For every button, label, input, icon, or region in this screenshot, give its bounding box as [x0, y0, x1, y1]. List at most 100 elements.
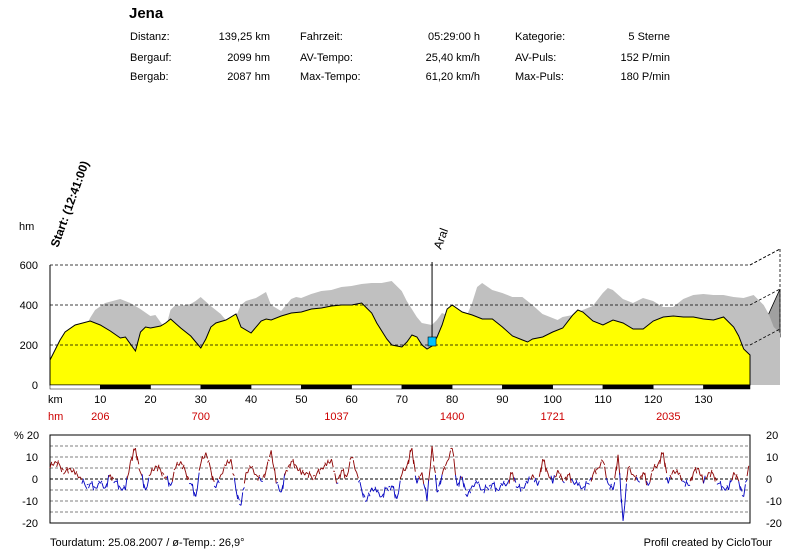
gradient-segment: [518, 483, 522, 492]
gradient-segment: [299, 467, 302, 475]
gradient-segment: [678, 472, 681, 475]
gradient-segment: [126, 472, 130, 479]
x-axis-segment: [150, 384, 202, 390]
x-tick-label: 40: [245, 394, 257, 406]
gradient-segment: [342, 468, 346, 479]
stat-value-distanz: 139,25 km: [218, 31, 270, 43]
gradient-segment: [166, 475, 170, 487]
gradient-segment: [416, 477, 420, 484]
x-axis-segment: [451, 384, 503, 390]
cumulative-climb-value: 1037: [324, 411, 348, 423]
gradient-segment: [476, 481, 480, 484]
gradient-y-tick-left: 10: [26, 452, 38, 464]
gradient-segment: [130, 456, 133, 462]
gradient-segment: [203, 452, 207, 459]
cumulative-climb-label: hm: [48, 411, 63, 423]
gradient-segment: [711, 471, 714, 475]
gradient-segment: [218, 474, 222, 480]
gradient-segment: [90, 482, 93, 484]
gradient-segment: [718, 482, 721, 484]
gradient-segment: [377, 491, 381, 498]
stat-label-av-tempo: AV-Tempo:: [300, 52, 353, 64]
gradient-segment: [170, 481, 173, 486]
gradient-segment: [642, 472, 646, 476]
gradient-segment: [698, 467, 701, 476]
gradient-segment: [414, 475, 418, 484]
gradient-segment: [366, 494, 369, 502]
gradient-segment: [734, 474, 738, 480]
x-tick-label: 80: [446, 394, 458, 406]
gradient-segment: [736, 476, 740, 482]
gradient-segment: [739, 486, 743, 492]
gradient-segment: [560, 475, 564, 482]
y-tick-label: 0: [32, 380, 38, 392]
x-tick-label: 90: [496, 394, 508, 406]
gradient-segment: [448, 450, 451, 460]
gradient-segment: [104, 483, 108, 488]
gradient-segment: [66, 466, 69, 474]
gradient-segment: [644, 472, 647, 486]
gradient-segment: [71, 470, 74, 473]
gradient-segment: [91, 480, 95, 491]
gradient-segment: [421, 472, 425, 484]
gradient-segment: [513, 477, 517, 483]
x-axis-segment: [250, 384, 302, 390]
gradient-segment: [485, 486, 488, 489]
gradient-segment: [600, 459, 604, 462]
gradient-segment: [171, 471, 175, 482]
gradient-segment: [522, 487, 525, 489]
gradient-segment: [84, 485, 88, 490]
gradient-segment: [703, 475, 706, 484]
gradient-segment: [433, 465, 436, 473]
gradient-segment: [135, 448, 138, 461]
grid-line-depth: [749, 248, 781, 266]
cumulative-climb-value: 1400: [440, 411, 464, 423]
gradient-segment: [468, 488, 472, 494]
gradient-segment: [540, 459, 544, 473]
gradient-segment: [517, 485, 520, 489]
gradient-segment: [352, 460, 356, 470]
gradient-segment: [716, 483, 719, 485]
gradient-segment: [625, 467, 629, 482]
gradient-segment: [388, 485, 391, 488]
gradient-segment: [632, 474, 636, 478]
gradient-segment: [245, 471, 248, 474]
gradient-segment: [446, 458, 450, 462]
x-tick-label: 70: [396, 394, 408, 406]
gradient-segment: [589, 477, 592, 481]
gradient-segment: [458, 475, 461, 487]
gradient-segment: [155, 465, 158, 468]
gradient-segment: [141, 474, 145, 489]
stat-value-max-puls: 180 P/min: [620, 71, 670, 83]
gradient-segment: [88, 483, 91, 489]
gradient-segment: [455, 475, 458, 486]
gradient-segment: [145, 486, 148, 491]
gradient-segment: [505, 483, 508, 487]
gradient-segment: [575, 480, 579, 486]
gradient-segment: [652, 463, 656, 471]
cumulative-climb-value: 206: [91, 411, 109, 423]
gradient-segment: [292, 458, 296, 469]
gradient-segment: [733, 472, 736, 476]
gradient-segment: [57, 462, 61, 466]
gradient-segment: [555, 470, 559, 477]
gradient-segment: [493, 481, 497, 492]
gradient-segment: [371, 487, 374, 492]
gradient-segment: [52, 461, 56, 466]
gradient-segment: [222, 466, 225, 474]
gradient-segment: [74, 471, 78, 475]
gradient-segment: [537, 480, 540, 486]
gradient-segment: [434, 474, 438, 493]
gradient-segment: [579, 484, 582, 490]
gradient-segment: [73, 468, 76, 475]
gradient-segment: [586, 482, 589, 484]
gradient-segment: [118, 485, 121, 489]
gradient-segment: [111, 476, 115, 480]
gradient-segment: [69, 467, 73, 473]
gradient-segment: [83, 480, 86, 486]
gradient-segment: [357, 479, 361, 483]
gradient-segment: [615, 454, 619, 471]
gradient-segment: [671, 470, 674, 475]
gradient-segment: [128, 461, 131, 473]
stat-value-max-tempo: 61,20 km/h: [425, 71, 480, 83]
